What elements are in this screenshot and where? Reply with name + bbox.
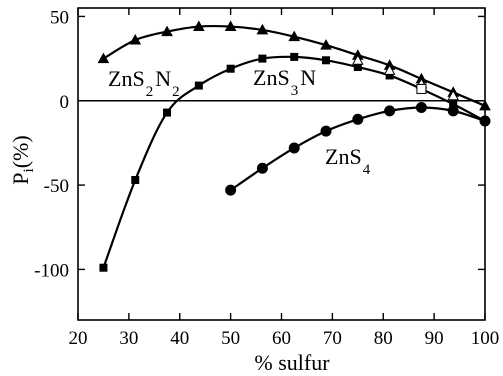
circle-marker bbox=[320, 125, 332, 137]
label-subscript: 2 bbox=[172, 84, 180, 100]
triangle-marker bbox=[161, 25, 173, 37]
series-label-3: ZnS4 bbox=[325, 144, 371, 178]
x-tick-label: 50 bbox=[221, 328, 240, 349]
square-marker bbox=[322, 56, 331, 65]
series-label-2: ZnS3N bbox=[253, 65, 316, 99]
circle-marker bbox=[447, 105, 459, 117]
square-marker bbox=[163, 108, 172, 117]
x-tick-label: 30 bbox=[119, 328, 138, 349]
x-tick-label: 100 bbox=[471, 328, 500, 349]
triangle-marker bbox=[224, 20, 237, 32]
circle-marker bbox=[352, 113, 364, 125]
label-text: ZnS bbox=[325, 144, 362, 169]
label-text: N bbox=[155, 66, 171, 91]
axis-ticks: 20 30 40 50 60 70 80 90 100 50 0 -50 -100 bbox=[34, 7, 499, 349]
x-axis-title: % sulfur bbox=[254, 350, 330, 375]
series-label-1: ZnS2N2 bbox=[108, 66, 180, 100]
label-subscript: 3 bbox=[291, 83, 299, 99]
triangle-marker bbox=[192, 20, 205, 32]
y-axis-title: Pi(%) bbox=[8, 135, 37, 184]
y-tick-label: 0 bbox=[60, 92, 70, 113]
label-text: ZnS bbox=[253, 65, 290, 90]
x-tick-label: 60 bbox=[272, 328, 291, 349]
triangle-marker bbox=[97, 52, 110, 64]
label-text: N bbox=[300, 65, 316, 90]
x-tick-label: 80 bbox=[374, 328, 393, 349]
square-marker bbox=[99, 263, 108, 272]
label-text: ZnS bbox=[108, 66, 145, 91]
triangle-marker bbox=[351, 54, 364, 65]
square-marker bbox=[194, 81, 203, 90]
square-marker bbox=[416, 83, 427, 94]
y-tick-label: -100 bbox=[34, 260, 69, 281]
y-axis-title-main: P bbox=[8, 172, 33, 184]
triangle-marker bbox=[320, 39, 332, 50]
triangle-marker bbox=[383, 64, 396, 75]
square-marker bbox=[226, 64, 235, 73]
triangle-marker bbox=[256, 23, 269, 35]
plot-frame bbox=[77, 7, 486, 321]
triangle-marker bbox=[129, 34, 142, 45]
circle-marker bbox=[384, 105, 396, 117]
square-marker bbox=[258, 54, 267, 63]
x-tick-label: 40 bbox=[170, 328, 189, 349]
label-subscript: 2 bbox=[146, 84, 154, 100]
circle-marker bbox=[288, 142, 300, 154]
circle-marker bbox=[225, 184, 237, 196]
circle-marker bbox=[256, 162, 268, 174]
triangle-marker bbox=[447, 89, 460, 101]
y-tick-label: -50 bbox=[44, 176, 69, 197]
square-marker bbox=[131, 176, 140, 185]
x-tick-label: 90 bbox=[425, 328, 444, 349]
triangle-marker bbox=[288, 30, 301, 42]
circle-marker bbox=[415, 102, 427, 114]
square-marker bbox=[290, 52, 299, 61]
y-axis-title-sub: i bbox=[21, 168, 37, 172]
x-tick-label: 70 bbox=[323, 328, 342, 349]
y-tick-label: 50 bbox=[50, 7, 69, 28]
x-tick-label: 20 bbox=[69, 328, 88, 349]
label-subscript: 4 bbox=[363, 162, 371, 178]
data-markers bbox=[97, 20, 491, 272]
y-axis-title-suffix: (%) bbox=[8, 135, 33, 168]
